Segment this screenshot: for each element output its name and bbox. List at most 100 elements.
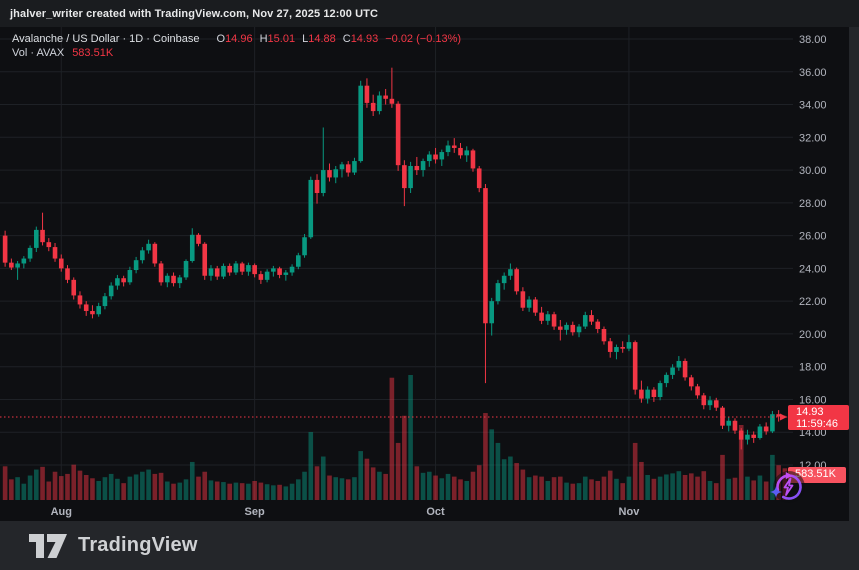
candle-body: [308, 179, 314, 238]
volume-bar: [639, 461, 644, 500]
volume-bar: [570, 483, 576, 500]
volume-bar: [152, 473, 158, 500]
volume-bar: [514, 463, 519, 500]
chart-card: 38.00 36.00 34.00 32.00 30.00 28.00 26.00 24.00…: [0, 27, 849, 521]
tradingview-logo-icon[interactable]: [28, 532, 68, 560]
candle-body: [271, 268, 276, 272]
last-price-value: 14.93: [796, 405, 824, 418]
time-tick-label[interactable]: Aug: [51, 506, 72, 518]
candle-body: [15, 263, 20, 268]
candle-body: [208, 268, 214, 276]
candle-body: [620, 347, 625, 349]
candle-body: [501, 275, 507, 284]
price-tick-label[interactable]: 22.00: [799, 296, 827, 308]
price-tick-label[interactable]: 14.00: [799, 427, 827, 439]
volume-bar: [689, 473, 694, 500]
volume-bar: [333, 477, 339, 500]
candle-body: [9, 262, 14, 268]
candle-body: [545, 314, 551, 321]
candle-body: [152, 243, 158, 264]
volume-bar: [171, 483, 176, 500]
volume-bar: [670, 473, 675, 500]
price-tick-label[interactable]: 20.00: [799, 329, 827, 341]
volume-bar: [495, 442, 501, 500]
candle-body: [539, 312, 544, 321]
price-tick-label[interactable]: 18.00: [799, 362, 827, 374]
candle-body: [651, 389, 657, 398]
legend-volume-row: Vol · AVAX 583.51K: [12, 46, 461, 60]
volume-study-label[interactable]: Vol · AVAX: [12, 47, 65, 59]
candle-body: [364, 85, 370, 103]
price-tick-label[interactable]: 26.00: [799, 231, 827, 243]
candle-body: [464, 150, 470, 156]
high-label: H: [259, 33, 268, 45]
volume-bar: [713, 483, 719, 500]
candle-body: [689, 377, 694, 387]
candle-body: [277, 268, 282, 275]
volume-bar: [127, 476, 133, 500]
volume-bar: [296, 479, 301, 500]
volume-bar: [271, 485, 276, 500]
candle-body: [489, 301, 494, 324]
volume-bar: [645, 475, 650, 500]
candle-body: [770, 414, 775, 432]
candle-body: [607, 341, 613, 352]
price-tick-label[interactable]: 24.00: [799, 263, 827, 275]
symbol-title[interactable]: Avalanche / US Dollar · 1D · Coinbase: [12, 33, 200, 45]
candle-body: [133, 260, 139, 271]
candle-body: [333, 169, 339, 178]
candle-body: [707, 400, 713, 406]
candlestick-chart[interactable]: 38.00 36.00 34.00 32.00 30.00 28.00 26.00 24.00…: [0, 27, 849, 521]
time-tick-label[interactable]: Oct: [426, 506, 445, 518]
volume-bar: [707, 480, 713, 500]
candle-body: [171, 275, 176, 284]
volume-bar: [227, 483, 232, 500]
candle-body: [570, 324, 576, 333]
volume-bar: [21, 483, 27, 500]
candle-body: [564, 324, 569, 330]
candle-body: [726, 420, 732, 426]
time-tick-label[interactable]: Sep: [245, 506, 265, 518]
price-tick-label[interactable]: 16.00: [799, 394, 827, 406]
volume-bar: [352, 477, 357, 500]
tradingview-logo-text[interactable]: TradingView: [78, 534, 198, 556]
candle-body: [296, 255, 301, 267]
bar-countdown: 11:59:46: [796, 417, 839, 430]
candle-body: [664, 374, 669, 384]
low-label: L: [302, 33, 309, 45]
candle-body: [514, 269, 519, 292]
high-value: 15.01: [267, 33, 296, 45]
boost-lightning-icon[interactable]: [765, 464, 811, 510]
price-tick-label[interactable]: 28.00: [799, 198, 827, 210]
volume-bar: [420, 472, 426, 500]
candle-body: [414, 165, 420, 171]
candle-body: [246, 265, 251, 272]
candle-body: [377, 95, 382, 112]
candle-body: [27, 247, 33, 259]
price-tick-label[interactable]: 32.00: [799, 132, 827, 144]
volume-bar: [121, 483, 126, 500]
candle-body: [526, 299, 532, 308]
change-value: −0.02 (−0.13%): [385, 33, 462, 45]
volume-bar: [651, 478, 657, 500]
price-tick-label[interactable]: 30.00: [799, 165, 827, 177]
volume-bar: [551, 477, 557, 500]
candle-body: [34, 229, 39, 248]
candle-body: [221, 265, 226, 277]
price-tick-label[interactable]: 36.00: [799, 67, 827, 79]
time-tick-label[interactable]: Nov: [619, 506, 641, 518]
volume-bar: [564, 482, 569, 500]
volume-bar: [427, 471, 432, 500]
candle-body: [165, 275, 170, 283]
price-tick-label[interactable]: 34.00: [799, 100, 827, 112]
volume-bar: [377, 471, 382, 500]
volume-bar: [214, 481, 220, 500]
candle-body: [757, 426, 763, 438]
volume-bar: [433, 475, 438, 500]
price-tick-label[interactable]: 38.00: [799, 34, 827, 46]
volume-bar: [470, 471, 476, 500]
volume-bar: [52, 471, 58, 500]
volume-bar: [283, 486, 289, 500]
volume-bar: [695, 476, 700, 500]
volume-bar: [102, 477, 108, 500]
